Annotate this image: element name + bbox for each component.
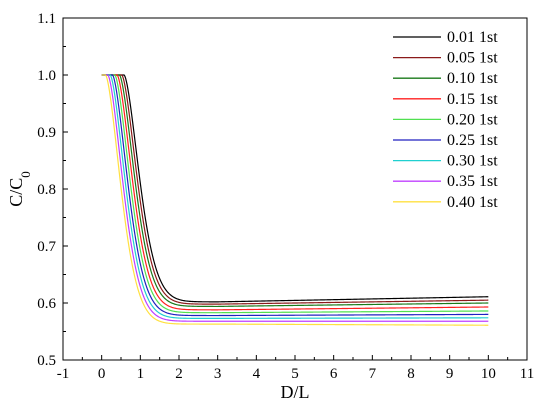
y-tick-label: 0.6: [37, 296, 56, 312]
x-tick-label: 6: [330, 366, 338, 382]
x-tick-label: 10: [481, 366, 496, 382]
x-tick-label: 9: [446, 366, 454, 382]
series-line-6: [101, 74, 489, 317]
x-tick-label: 8: [407, 366, 415, 382]
series-line-5: [101, 74, 489, 314]
y-tick-label: 0.5: [37, 353, 56, 369]
series-line-3: [101, 74, 489, 308]
y-tick-label: 1.1: [37, 11, 56, 27]
x-tick-label: 7: [369, 366, 377, 382]
legend-entry-label: 0.10 1st: [447, 70, 498, 87]
x-tick-label: 4: [253, 366, 261, 382]
y-axis-title-main: C/C: [6, 178, 26, 207]
series-line-7: [101, 74, 489, 319]
series-line-2: [101, 74, 489, 305]
series-layer: [101, 74, 489, 326]
x-tick-label: 5: [291, 366, 299, 382]
legend-entry-label: 0.30 1st: [447, 153, 498, 170]
legend-entry-label: 0.01 1st: [447, 29, 498, 46]
x-tick-label: -1: [57, 366, 70, 382]
x-tick-label: 0: [98, 366, 106, 382]
y-tick-label: 0.8: [37, 182, 56, 198]
legend-entry-label: 0.40 1st: [447, 194, 498, 211]
legend-entry-label: 0.15 1st: [447, 91, 498, 108]
legend-entry-label: 0.20 1st: [447, 111, 498, 128]
y-tick-label: 1.0: [37, 68, 56, 84]
x-tick-label: 11: [520, 366, 534, 382]
y-ticks: 0.5 0.6 0.7 0.8 0.9 1.0 1.1: [37, 11, 68, 369]
series-line-8: [101, 74, 489, 322]
y-axis-title-subscript: 0: [18, 171, 33, 178]
y-tick-label: 0.9: [37, 125, 56, 141]
legend-entry-label: 0.25 1st: [447, 132, 498, 149]
x-tick-label: 2: [175, 366, 183, 382]
series-line-4: [101, 74, 489, 311]
x-ticks: -1 0 1 2 3 4 5 6 7 8 9 10 11: [57, 355, 534, 382]
x-axis-title: D/L: [281, 382, 310, 402]
series-line-9: [101, 74, 489, 326]
series-line-1: [101, 74, 489, 303]
y-tick-label: 0.7: [37, 239, 56, 255]
y-axis-title: C/C0: [6, 171, 33, 207]
x-tick-label: 3: [214, 366, 222, 382]
legend: 0.01 1st 0.05 1st 0.10 1st 0.15 1st 0.20 1st…: [393, 29, 498, 211]
x-tick-label: 1: [137, 366, 145, 382]
legend-entry-label: 0.05 1st: [447, 50, 498, 67]
legend-entry-label: 0.35 1st: [447, 173, 498, 190]
